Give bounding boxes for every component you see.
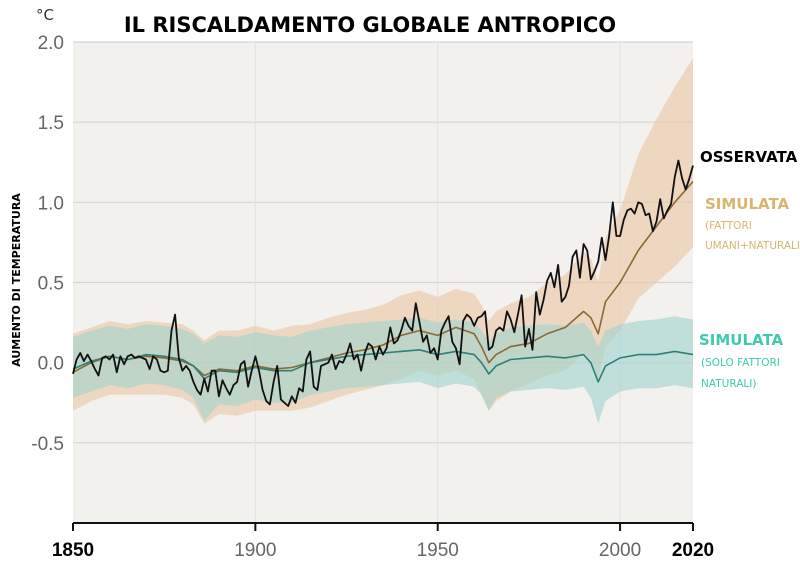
uncertainty-bands	[73, 58, 693, 424]
line-series-2	[72, 348, 694, 383]
y-tick-label: -0.5	[31, 434, 64, 455]
gridlines	[73, 41, 693, 523]
x-tick-label: 2020	[672, 540, 714, 561]
unit-label: °C	[36, 6, 54, 24]
legend-simulated-all-title: SIMULATA	[705, 195, 790, 213]
y-tick-label: 2.0	[38, 33, 64, 54]
x-tick-label: 2000	[599, 540, 641, 561]
y-axis-label: AUMENTO DI TEMPERATURA	[10, 193, 23, 367]
legend-simulated-natural-title: SIMULATA	[699, 331, 784, 349]
y-tick-label: 0.5	[38, 274, 64, 295]
series-lines	[72, 159, 694, 407]
y-ticks: 2.0 1.5 1.0 0.5 0.0 -0.5	[31, 33, 64, 455]
chart-title: IL RISCALDAMENTO GLOBALE ANTROPICO	[124, 13, 616, 37]
x-tick-label: 1950	[417, 540, 459, 561]
y-tick-label: 1.5	[38, 113, 64, 134]
legend-simulated-all-sub-2: UMANI+NATURALI)	[705, 240, 800, 252]
legend-simulated-all-sub-1: (FATTORI	[705, 220, 752, 232]
y-tick-label: 1.0	[38, 193, 64, 214]
x-ticks: 1850 1900 1950 2000 2020	[52, 523, 714, 561]
legend-observed-title: OSSERVATA	[700, 148, 798, 166]
legend-simulated-natural-sub-1: (SOLO FATTORI	[701, 357, 780, 369]
x-tick-label: 1900	[234, 540, 276, 561]
legend: OSSERVATA SIMULATA (FATTORI UMANI+NATURA…	[699, 148, 800, 390]
line-series-0	[72, 159, 694, 407]
band-series-2	[73, 316, 693, 424]
legend-simulated-natural-sub-2: NATURALI)	[701, 378, 756, 390]
x-tick-label: 1850	[52, 540, 94, 561]
y-tick-label: 0.0	[38, 354, 64, 375]
